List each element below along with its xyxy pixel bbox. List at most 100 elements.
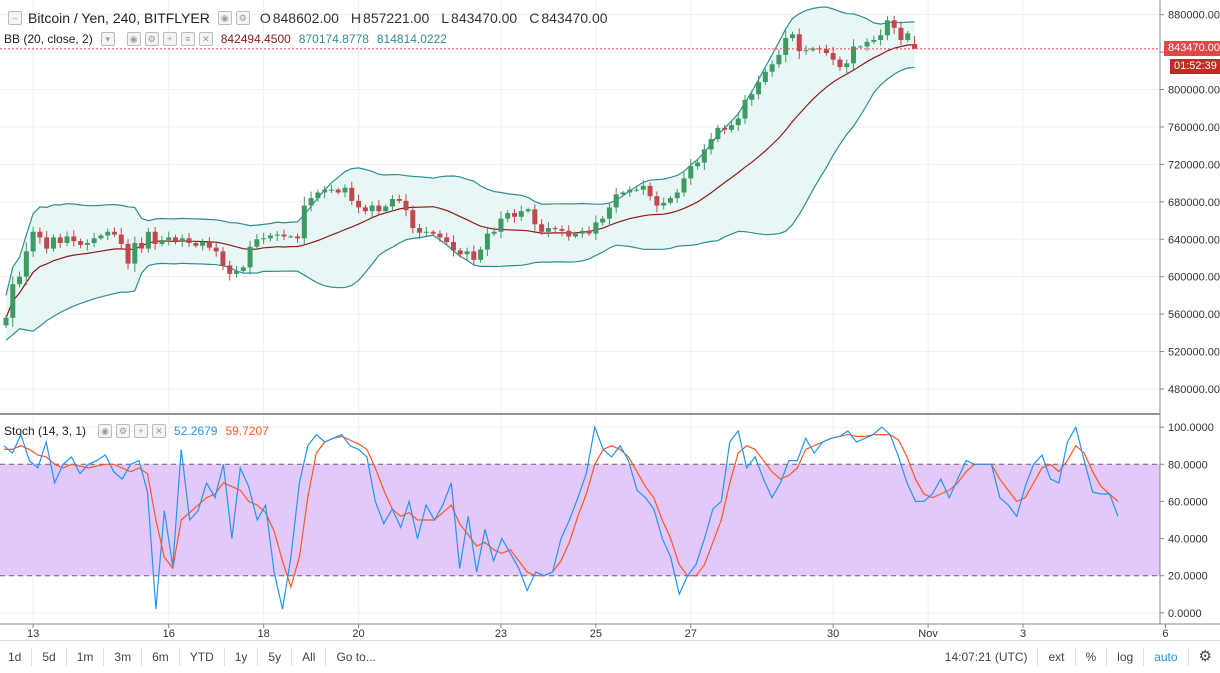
collapse-icon[interactable]: – bbox=[8, 11, 22, 25]
price-tick-label: 600000.00 bbox=[1168, 272, 1220, 284]
stoch-k-line bbox=[3, 424, 1119, 610]
candle bbox=[78, 241, 84, 245]
range-button-1d[interactable]: 1d bbox=[8, 650, 22, 664]
stoch-d-value: 59.7207 bbox=[225, 424, 269, 438]
candle bbox=[362, 207, 368, 212]
candle bbox=[695, 162, 701, 167]
time-tick-label: 6 bbox=[1162, 628, 1168, 640]
range-button-3m[interactable]: 3m bbox=[114, 650, 132, 664]
candle bbox=[817, 48, 823, 50]
candle bbox=[898, 27, 904, 40]
close-icon[interactable]: ✕ bbox=[198, 32, 213, 46]
ohlc-values: O 848602.00 H 857221.00 L 843470.00 C 843470.00 bbox=[250, 10, 608, 26]
settings-icon[interactable]: ⚙ bbox=[235, 11, 250, 25]
visibility-icon[interactable]: ◉ bbox=[98, 424, 113, 438]
divider bbox=[223, 648, 225, 666]
goto-button[interactable]: Go to... bbox=[336, 650, 376, 664]
time-tick-label: 25 bbox=[590, 628, 602, 640]
candle bbox=[335, 189, 341, 193]
candle bbox=[423, 231, 429, 233]
stoch-tick-label: 0.0000 bbox=[1168, 608, 1202, 620]
ext-button[interactable]: ext bbox=[1048, 650, 1065, 664]
candle bbox=[518, 211, 524, 217]
range-button-all[interactable]: All bbox=[302, 650, 316, 664]
candle bbox=[3, 317, 9, 326]
candle bbox=[247, 246, 253, 268]
chart-area[interactable]: 480000.00 520000.00 560000.00 600000.00 6400… bbox=[0, 0, 1220, 640]
price-tick-label: 880000.00 bbox=[1168, 10, 1220, 22]
price-pane bbox=[0, 0, 1166, 413]
candle bbox=[891, 20, 897, 28]
candle bbox=[132, 242, 138, 264]
candle bbox=[871, 39, 877, 42]
stoch-legend: Stoch (14, 3, 1) ◉ ⚙ + ✕ 52.2679 59.7207 bbox=[4, 424, 269, 438]
add-icon[interactable]: + bbox=[162, 32, 177, 46]
candle bbox=[125, 243, 131, 264]
range-button-1m[interactable]: 1m bbox=[76, 650, 94, 664]
range-button-ytd[interactable]: YTD bbox=[189, 650, 214, 664]
auto-button[interactable]: auto bbox=[1154, 650, 1178, 664]
visibility-icon[interactable]: ◉ bbox=[217, 11, 232, 25]
candle bbox=[159, 240, 165, 244]
ohlc-value-h: 857221.00 bbox=[363, 10, 430, 26]
candle bbox=[606, 207, 612, 219]
candle bbox=[749, 94, 755, 100]
candle bbox=[667, 198, 673, 203]
log-button[interactable]: log bbox=[1117, 650, 1134, 664]
candle bbox=[674, 192, 680, 199]
divider bbox=[1143, 648, 1145, 666]
range-button-5d[interactable]: 5d bbox=[42, 650, 56, 664]
bb-lower-value: 814814.0222 bbox=[376, 32, 447, 46]
candle bbox=[71, 236, 77, 242]
candle bbox=[213, 247, 219, 252]
divider bbox=[31, 648, 33, 666]
candle bbox=[50, 237, 56, 249]
candle bbox=[912, 44, 918, 49]
visibility-icon[interactable]: ◉ bbox=[126, 32, 141, 46]
candle bbox=[37, 231, 43, 238]
candle bbox=[308, 198, 314, 206]
add-icon[interactable]: + bbox=[134, 424, 149, 438]
dropdown-icon[interactable]: ▾ bbox=[100, 32, 115, 46]
settings-icon[interactable]: ⚙ bbox=[144, 32, 159, 46]
divider bbox=[103, 648, 105, 666]
candle bbox=[457, 250, 463, 255]
candle bbox=[722, 127, 728, 130]
candle bbox=[139, 242, 145, 249]
close-icon[interactable]: ✕ bbox=[152, 424, 167, 438]
candle bbox=[905, 33, 911, 40]
candle bbox=[444, 237, 450, 243]
bb-label: BB (20, close, 2) bbox=[4, 32, 93, 46]
chart-svg[interactable]: 480000.00 520000.00 560000.00 600000.00 6400… bbox=[0, 0, 1220, 640]
candle bbox=[728, 125, 734, 130]
time-tick-label: 23 bbox=[495, 628, 507, 640]
candle bbox=[857, 46, 863, 48]
settings-icon[interactable]: ⚙ bbox=[116, 424, 131, 438]
candle bbox=[281, 234, 287, 237]
range-button-6m[interactable]: 6m bbox=[152, 650, 169, 664]
candle bbox=[98, 235, 104, 239]
candle bbox=[152, 231, 158, 244]
candle bbox=[837, 59, 843, 68]
candle bbox=[491, 231, 497, 234]
divider bbox=[1037, 648, 1039, 666]
settings-icon[interactable]: ⚙ bbox=[1198, 648, 1212, 665]
stoch-label: Stoch (14, 3, 1) bbox=[4, 424, 87, 438]
time-tick-label: 3 bbox=[1020, 628, 1026, 640]
candle bbox=[586, 230, 592, 234]
candle bbox=[44, 237, 50, 249]
range-button-1y[interactable]: 1y bbox=[234, 650, 248, 664]
time-tick-label: 20 bbox=[352, 628, 364, 640]
percent-button[interactable]: % bbox=[1085, 650, 1097, 664]
candle bbox=[878, 35, 884, 40]
candle bbox=[525, 209, 531, 212]
candle bbox=[620, 192, 626, 195]
candle bbox=[383, 206, 389, 212]
stoch-tick-label: 60.0000 bbox=[1168, 496, 1208, 508]
candle bbox=[261, 238, 267, 240]
range-button-5y[interactable]: 5y bbox=[268, 650, 282, 664]
candle bbox=[322, 189, 328, 193]
candle bbox=[64, 236, 70, 243]
more-icon[interactable]: ≡ bbox=[180, 32, 195, 46]
price-tick-label: 520000.00 bbox=[1168, 347, 1220, 359]
